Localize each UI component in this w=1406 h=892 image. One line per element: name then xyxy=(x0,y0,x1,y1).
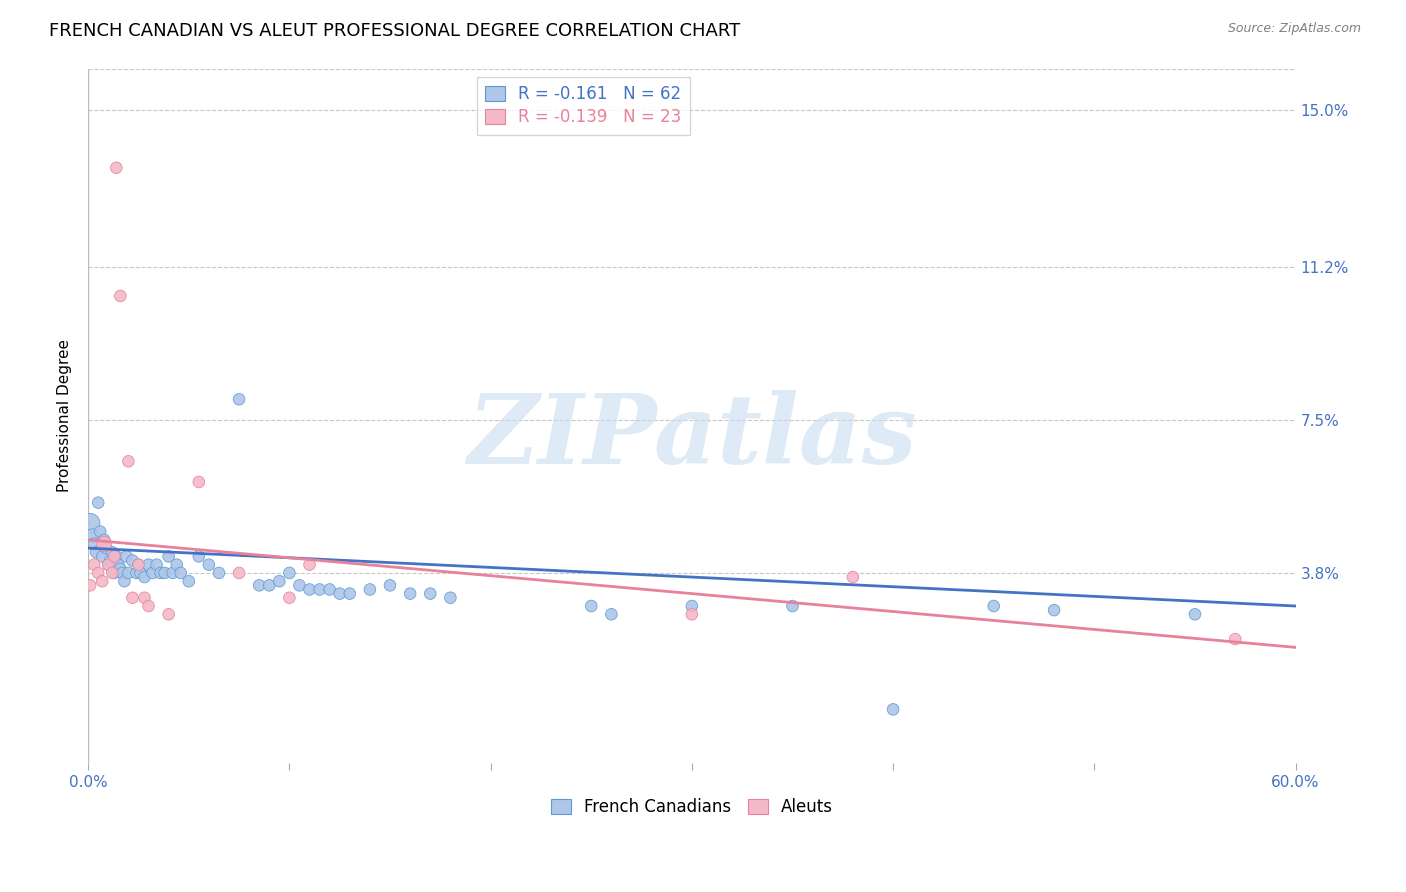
Point xyxy=(112,574,135,589)
Point xyxy=(83,558,105,572)
Point xyxy=(153,566,176,580)
Point xyxy=(378,578,401,592)
Point xyxy=(117,454,139,468)
Point xyxy=(842,570,865,584)
Point xyxy=(419,586,441,600)
Point xyxy=(399,586,422,600)
Point xyxy=(278,566,301,580)
Text: ZIPatlas: ZIPatlas xyxy=(467,390,917,483)
Point xyxy=(96,541,118,555)
Point xyxy=(103,566,125,580)
Point xyxy=(187,549,209,564)
Point xyxy=(121,591,143,605)
Point xyxy=(110,289,132,303)
Point xyxy=(162,566,184,580)
Point xyxy=(97,558,120,572)
Point xyxy=(329,586,352,600)
Point xyxy=(91,574,114,589)
Point xyxy=(359,582,381,597)
Point xyxy=(170,566,193,580)
Point xyxy=(157,607,180,622)
Point xyxy=(105,161,128,175)
Point xyxy=(115,549,138,564)
Point xyxy=(110,562,132,576)
Point xyxy=(79,516,101,531)
Point xyxy=(91,549,114,564)
Point xyxy=(983,599,1005,613)
Point xyxy=(681,607,703,622)
Point xyxy=(79,578,101,592)
Text: FRENCH CANADIAN VS ALEUT PROFESSIONAL DEGREE CORRELATION CHART: FRENCH CANADIAN VS ALEUT PROFESSIONAL DE… xyxy=(49,22,741,40)
Point xyxy=(681,599,703,613)
Point xyxy=(127,558,149,572)
Point xyxy=(84,545,107,559)
Point xyxy=(318,582,340,597)
Point xyxy=(228,566,250,580)
Point xyxy=(134,591,156,605)
Point xyxy=(117,566,139,580)
Y-axis label: Professional Degree: Professional Degree xyxy=(58,339,72,492)
Point xyxy=(298,582,321,597)
Point xyxy=(83,537,105,551)
Point xyxy=(298,558,321,572)
Point xyxy=(259,578,281,592)
Point xyxy=(93,533,115,547)
Point xyxy=(145,558,167,572)
Point xyxy=(105,549,128,564)
Point xyxy=(121,553,143,567)
Point xyxy=(166,558,188,572)
Point xyxy=(288,578,311,592)
Point xyxy=(269,574,291,589)
Point xyxy=(149,566,172,580)
Point xyxy=(87,496,110,510)
Point xyxy=(1184,607,1206,622)
Point xyxy=(111,566,134,580)
Point xyxy=(157,549,180,564)
Point xyxy=(134,570,156,584)
Point xyxy=(87,566,110,580)
Point xyxy=(208,566,231,580)
Point xyxy=(101,545,124,559)
Point xyxy=(1225,632,1247,646)
Point xyxy=(127,558,149,572)
Point xyxy=(141,566,163,580)
Point xyxy=(228,392,250,407)
Point xyxy=(107,558,129,572)
Point xyxy=(308,582,330,597)
Point xyxy=(581,599,603,613)
Point xyxy=(198,558,221,572)
Point xyxy=(103,549,125,564)
Point xyxy=(138,599,160,613)
Point xyxy=(89,524,111,539)
Point xyxy=(98,553,121,567)
Point xyxy=(93,537,115,551)
Point xyxy=(247,578,270,592)
Text: Source: ZipAtlas.com: Source: ZipAtlas.com xyxy=(1227,22,1361,36)
Point xyxy=(339,586,361,600)
Point xyxy=(129,566,152,580)
Point xyxy=(782,599,804,613)
Point xyxy=(1043,603,1066,617)
Point xyxy=(82,529,104,543)
Point xyxy=(101,566,124,580)
Point xyxy=(138,558,160,572)
Point xyxy=(600,607,623,622)
Point xyxy=(187,475,209,489)
Point xyxy=(125,566,148,580)
Legend: French Canadians, Aleuts: French Canadians, Aleuts xyxy=(543,789,841,824)
Point xyxy=(278,591,301,605)
Point xyxy=(439,591,461,605)
Point xyxy=(177,574,200,589)
Point xyxy=(97,558,120,572)
Point xyxy=(882,702,904,716)
